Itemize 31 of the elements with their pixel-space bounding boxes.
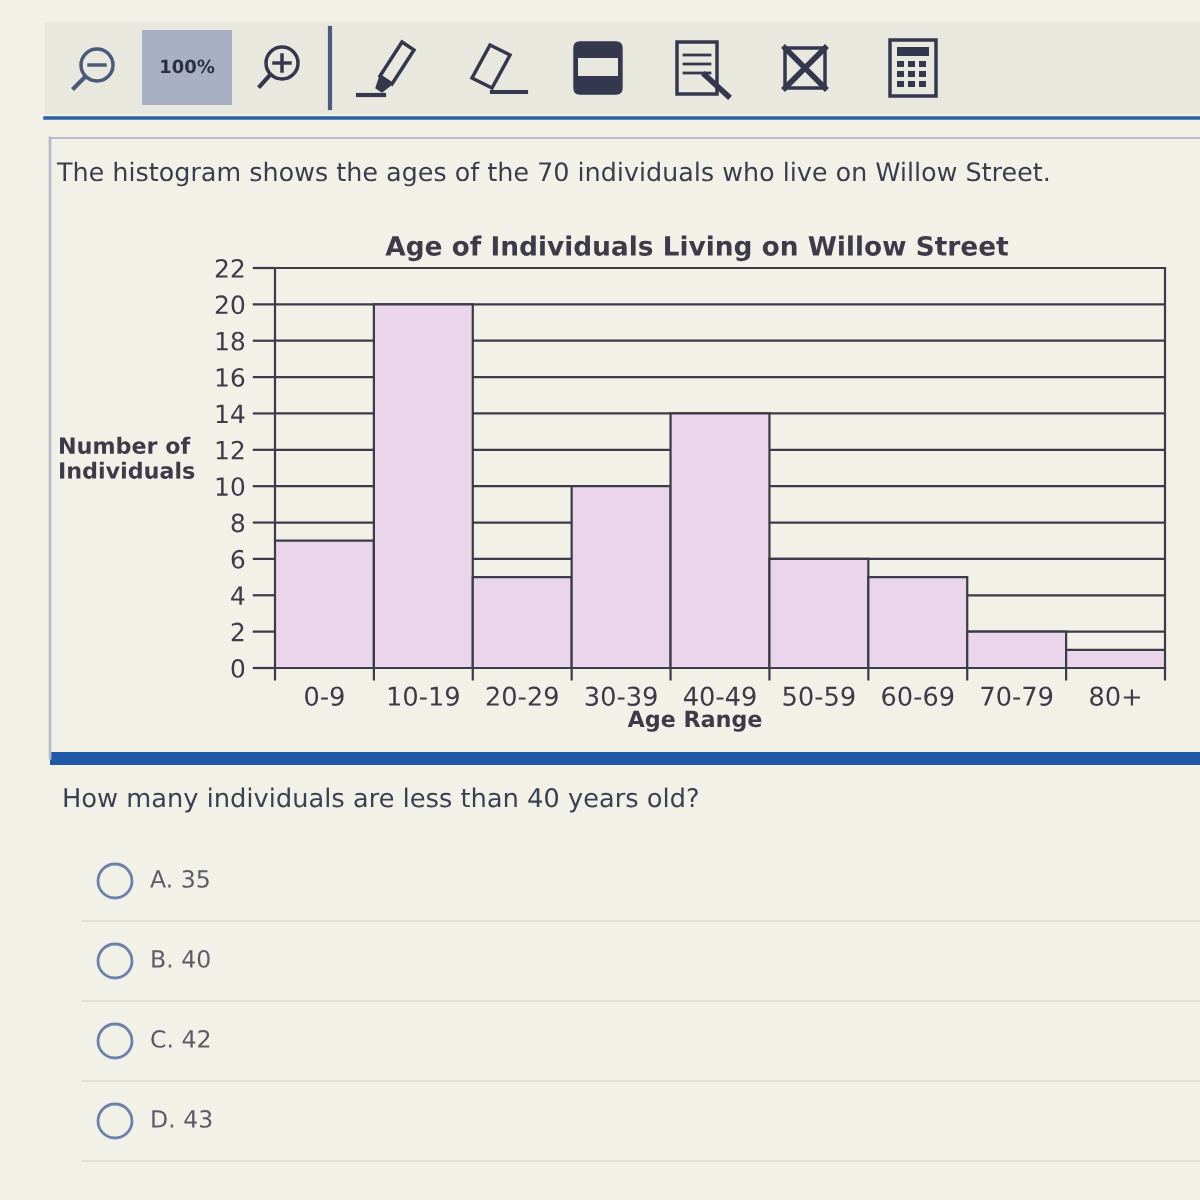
y-tick-label: 18 (216, 331, 245, 351)
y-tick-label: 10 (216, 477, 245, 497)
x-tick-label: 10-19 (388, 686, 459, 706)
y-tick-label: 8 (231, 513, 245, 533)
y-tick-label: 14 (216, 404, 245, 423)
y-tick-label: 20 (215, 295, 245, 315)
y-tick-label: 0 (231, 658, 245, 678)
y-tick-label: 6 (231, 549, 245, 569)
x-tick-label: 80+ (1090, 686, 1140, 706)
y-tick-label: 16 (216, 368, 245, 387)
x-axis-title: Age Range (627, 710, 762, 732)
x-tick-label: 0-9 (305, 686, 344, 706)
x-tick-label: 20-29 (486, 686, 558, 706)
text: B. 40 (152, 949, 210, 968)
text: A. 35 (150, 869, 209, 888)
y-tick-label: 2 (231, 622, 244, 642)
text: C. 42 (151, 1029, 210, 1048)
chart-subtitle: The histogram shows the ages of the 70 individuals who live on Willow Street. (56, 161, 1049, 187)
text: 100% (161, 59, 215, 74)
x-tick-label: 70-79 (981, 686, 1053, 706)
x-tick-label: 30-39 (585, 686, 657, 706)
x-tick-label: 50-59 (783, 686, 855, 706)
text: How many individuals are less than 40 years old? (64, 787, 698, 813)
y-tick-label: 4 (231, 586, 245, 605)
y-tick-label: 22 (215, 258, 244, 278)
text: D. 43 (152, 1109, 212, 1128)
x-tick-label: 40-49 (683, 686, 756, 706)
y-tick-label: 12 (216, 440, 244, 460)
chart-title: Age of Individuals Living on Willow Street (385, 235, 1009, 262)
x-tick-label: 60-69 (882, 686, 954, 706)
y-axis-title: Number of Individuals (60, 436, 195, 479)
